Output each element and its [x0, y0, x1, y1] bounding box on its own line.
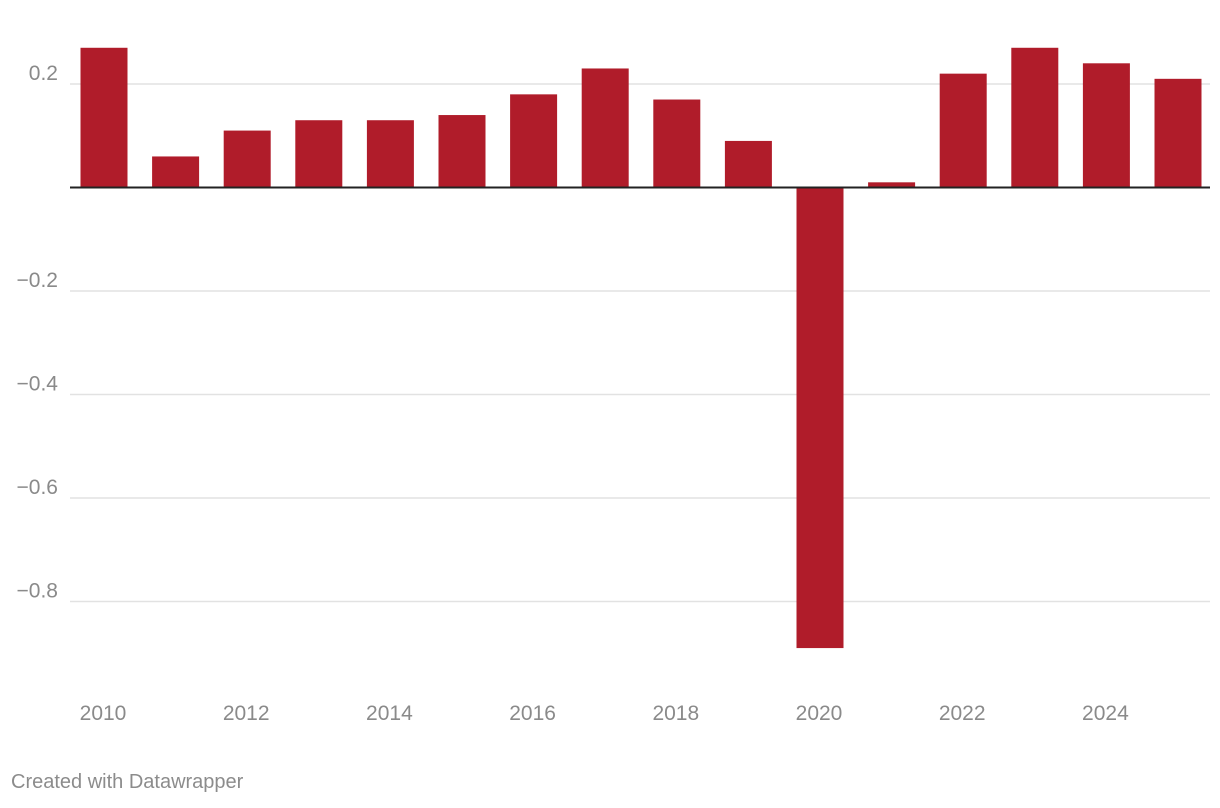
- y-tick-label: −0.2: [17, 269, 58, 292]
- x-tick-label: 2018: [652, 702, 699, 725]
- bar-2017: [581, 68, 629, 188]
- bar-2020: [796, 187, 844, 649]
- credit-text: Created with Datawrapper: [11, 771, 244, 793]
- y-tick-label: −0.4: [17, 373, 59, 396]
- x-tick-label: 2010: [80, 702, 127, 725]
- bar-2025: [1154, 78, 1202, 188]
- bar-2018: [653, 99, 701, 188]
- bar-2015: [438, 115, 486, 188]
- x-tick-label: 2014: [366, 702, 413, 725]
- x-tick-label: 2022: [939, 702, 986, 725]
- bar-2010: [80, 47, 128, 188]
- bar-2013: [295, 120, 343, 188]
- bar-2022: [939, 73, 987, 188]
- y-tick-label: 0.2: [29, 62, 58, 85]
- bar-2019: [724, 140, 772, 188]
- y-tick-label: −0.8: [17, 580, 58, 603]
- bar-2023: [1011, 47, 1059, 188]
- bar-2014: [366, 120, 414, 188]
- x-tick-label: 2024: [1082, 702, 1129, 725]
- bar-2021: [868, 182, 916, 188]
- bar-2012: [223, 130, 271, 188]
- x-axis-ticks: 2010 2012 2014 2016 2018 2020 2022 2024: [80, 702, 1129, 725]
- y-tick-label: −0.6: [17, 476, 58, 499]
- bar-2011: [152, 156, 200, 188]
- y-axis-ticks: 0.2 −0.2 −0.4 −0.6 −0.8: [17, 62, 59, 603]
- bars: [80, 47, 1202, 649]
- x-tick-label: 2012: [223, 702, 270, 725]
- x-tick-label: 2020: [796, 702, 843, 725]
- x-tick-label: 2016: [509, 702, 556, 725]
- bar-2024: [1082, 63, 1130, 188]
- bar-2016: [510, 94, 558, 188]
